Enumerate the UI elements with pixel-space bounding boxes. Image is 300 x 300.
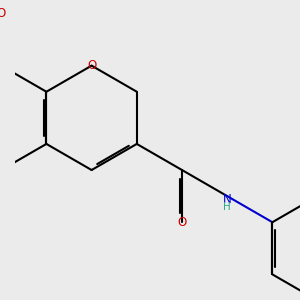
Text: N: N — [223, 194, 232, 206]
Text: O: O — [177, 216, 187, 229]
Text: H: H — [223, 202, 231, 212]
Text: O: O — [0, 7, 6, 20]
Text: O: O — [87, 59, 96, 72]
